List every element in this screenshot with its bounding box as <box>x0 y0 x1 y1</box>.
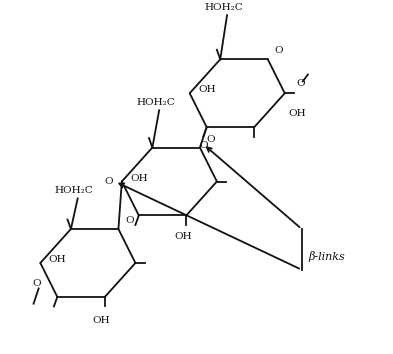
Text: HOH₂C: HOH₂C <box>204 3 243 12</box>
Text: O: O <box>199 141 208 150</box>
Text: O: O <box>207 135 215 144</box>
Text: O: O <box>33 279 41 288</box>
Text: O: O <box>125 216 134 225</box>
Text: O: O <box>105 177 113 186</box>
Text: HOH₂C: HOH₂C <box>55 186 94 195</box>
Text: HOH₂C: HOH₂C <box>136 98 175 107</box>
Text: OH: OH <box>198 85 216 95</box>
Text: β-links: β-links <box>309 251 345 262</box>
Text: OH: OH <box>130 173 148 183</box>
Text: OH: OH <box>288 109 306 118</box>
Text: OH: OH <box>49 255 66 264</box>
Text: OH: OH <box>174 233 192 241</box>
Text: OH: OH <box>93 315 110 325</box>
Text: O: O <box>275 46 283 55</box>
Text: O: O <box>296 79 305 87</box>
